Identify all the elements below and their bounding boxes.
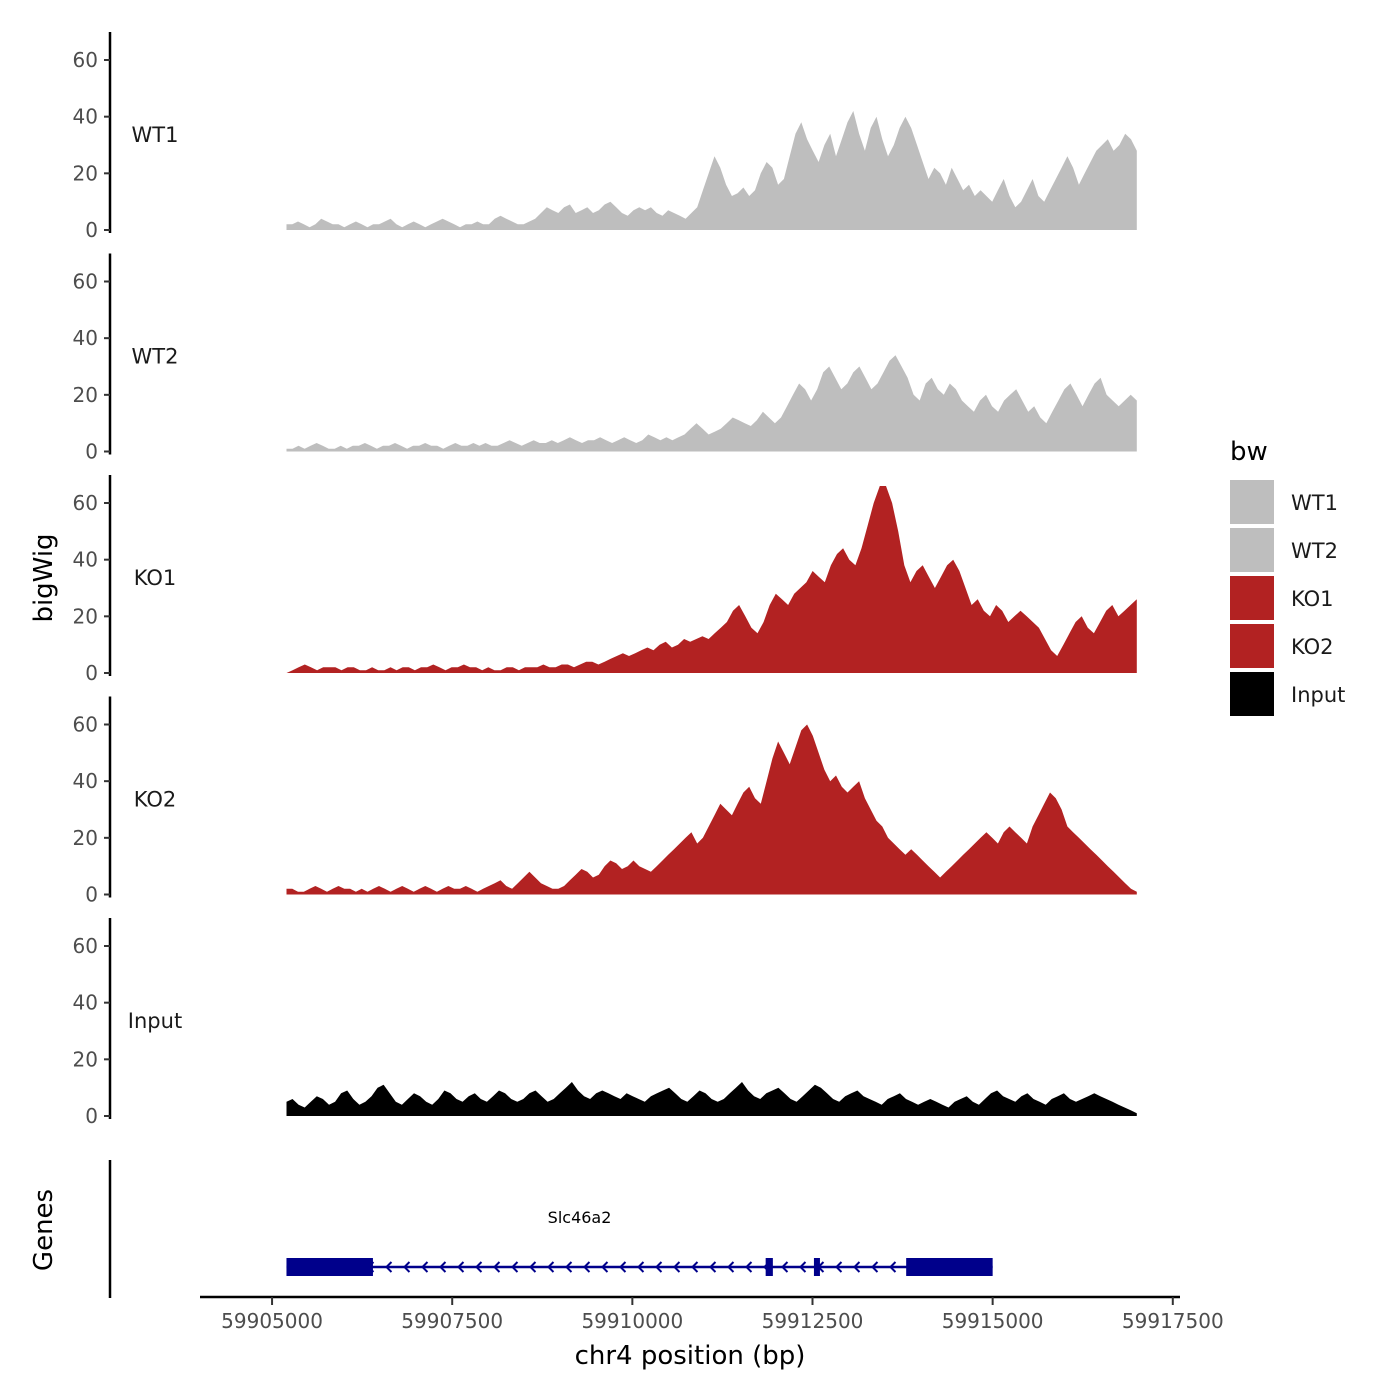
strand-arrow	[727, 1261, 735, 1273]
area-input	[286, 1082, 1137, 1116]
strand-arrow	[475, 1261, 483, 1273]
strand-arrow	[853, 1261, 861, 1273]
strand-arrow	[745, 1261, 753, 1273]
track-ko2: 0 20 40 60 KO2	[73, 696, 1137, 907]
track-label-ko1: KO1	[134, 566, 177, 590]
track-label-input: Input	[128, 1009, 182, 1033]
y-tick-label: 20	[73, 383, 98, 407]
track-label-wt2: WT2	[132, 345, 179, 369]
track-wt2: 0 20 40 60 WT2	[73, 253, 1137, 464]
strand-arrow	[709, 1261, 717, 1273]
legend: bw WT1 WT2 KO1 KO2 Input	[1230, 437, 1345, 716]
strand-arrow	[439, 1261, 447, 1273]
x-tick-label: 59907500	[401, 1309, 503, 1333]
y-tick-label: 40	[73, 548, 98, 572]
track-label-ko2: KO2	[134, 788, 177, 812]
gene-exon	[286, 1258, 373, 1276]
y-tick-label: 40	[73, 769, 98, 793]
track-input: 0 20 40 60 Input	[73, 918, 1137, 1128]
x-tick-label: 59910000	[581, 1309, 683, 1333]
strand-arrow	[511, 1261, 519, 1273]
strand-arrow	[619, 1261, 627, 1273]
strand-arrow	[655, 1261, 663, 1273]
y-axis-title: bigWig	[29, 533, 59, 622]
y-tick-label: 60	[73, 491, 98, 515]
legend-label-wt1: WT1	[1291, 491, 1338, 515]
y-tick-label: 40	[73, 991, 98, 1015]
gene-exon	[813, 1258, 820, 1276]
coverage-tracks: 0 20 40 60 WT1 0 20 40 60 WT2 0 20 40 60 KO1 0 20 40 60 KO2…	[73, 32, 1137, 1128]
area-wt1	[286, 111, 1137, 230]
y-tick-label: 0	[85, 218, 98, 242]
y-tick-label: 60	[73, 270, 98, 294]
gene-slc46a2: Slc46a2	[286, 1208, 993, 1276]
y-tick-label: 60	[73, 48, 98, 72]
legend-key-wt2	[1230, 528, 1274, 572]
strand-arrow	[637, 1261, 645, 1273]
area-ko2	[286, 724, 1137, 895]
strand-arrow	[565, 1261, 573, 1273]
x-tick-label: 59912500	[762, 1309, 864, 1333]
x-tick-label: 59917500	[1122, 1309, 1224, 1333]
strand-arrow	[871, 1261, 879, 1273]
gene-exon	[765, 1258, 773, 1276]
legend-key-ko1	[1230, 576, 1274, 620]
gene-exon	[906, 1258, 993, 1276]
x-tick-label: 59915000	[942, 1309, 1044, 1333]
strand-arrow	[385, 1261, 393, 1273]
strand-arrow	[547, 1261, 555, 1273]
x-tick-label: 59905000	[221, 1309, 323, 1333]
strand-arrow	[889, 1261, 897, 1273]
area-wt2	[286, 355, 1137, 452]
legend-title: bw	[1230, 437, 1268, 467]
legend-label-input: Input	[1291, 683, 1345, 707]
x-axis: 59905000 59907500 59910000 59912500 59915000…	[200, 1295, 1224, 1333]
y-tick-label: 60	[73, 713, 98, 737]
y-tick-label: 0	[85, 661, 98, 685]
strand-arrow	[691, 1261, 699, 1273]
legend-label-ko2: KO2	[1291, 635, 1334, 659]
strand-arrow	[529, 1261, 537, 1273]
y-tick-label: 40	[73, 105, 98, 129]
track-wt1: 0 20 40 60 WT1	[73, 32, 1137, 242]
y-tick-label: 0	[85, 1104, 98, 1128]
y-tick-label: 60	[73, 934, 98, 958]
y-tick-label: 20	[73, 1047, 98, 1071]
legend-label-wt2: WT2	[1291, 539, 1338, 563]
legend-key-wt1	[1230, 480, 1274, 524]
y-tick-label: 0	[85, 440, 98, 464]
area-ko1	[286, 486, 1137, 673]
y-tick-label: 40	[73, 326, 98, 350]
genes-track: Slc46a2	[108, 1160, 993, 1298]
strand-arrow	[799, 1261, 807, 1273]
legend-key-input	[1230, 672, 1274, 716]
strand-arrow	[601, 1261, 609, 1273]
y-tick-label: 20	[73, 161, 98, 185]
track-ko1: 0 20 40 60 KO1	[73, 475, 1137, 685]
strand-arrow	[781, 1261, 789, 1273]
y-tick-label: 20	[73, 826, 98, 850]
legend-key-ko2	[1230, 624, 1274, 668]
strand-arrow	[457, 1261, 465, 1273]
x-axis-title: chr4 position (bp)	[575, 1341, 806, 1371]
strand-arrow	[403, 1261, 411, 1273]
gene-name-label: Slc46a2	[548, 1208, 612, 1227]
strand-arrow	[583, 1261, 591, 1273]
legend-label-ko1: KO1	[1291, 587, 1334, 611]
strand-arrow	[493, 1261, 501, 1273]
strand-arrow	[835, 1261, 843, 1273]
strand-arrow	[421, 1261, 429, 1273]
genes-track-title: Genes	[29, 1189, 59, 1271]
y-tick-label: 0	[85, 883, 98, 907]
strand-arrow	[673, 1261, 681, 1273]
y-tick-label: 20	[73, 604, 98, 628]
track-label-wt1: WT1	[132, 123, 179, 147]
